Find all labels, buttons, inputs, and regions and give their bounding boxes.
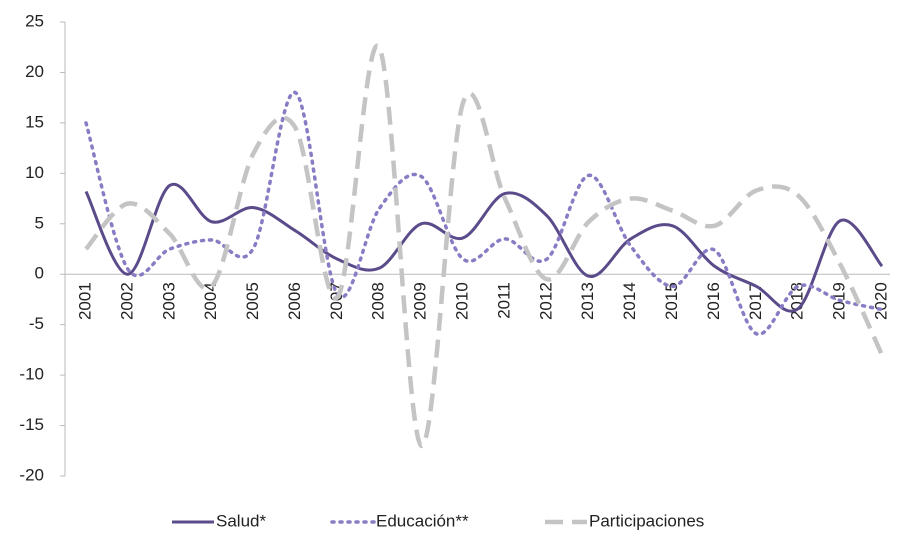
legend-label: Educación**	[376, 511, 469, 530]
x-tick-label: 2014	[620, 282, 639, 320]
y-tick-label: -20	[19, 465, 44, 484]
x-tick-label: 2001	[75, 282, 94, 320]
y-tick-label: 15	[25, 112, 44, 131]
x-tick-label: 2016	[704, 282, 723, 320]
x-tick-label: 2013	[578, 282, 597, 320]
x-tick-label: 2020	[871, 282, 890, 320]
x-tick-label: 2015	[662, 282, 681, 320]
x-tick-label: 2006	[285, 282, 304, 320]
legend-label: Salud*	[216, 511, 266, 530]
x-tick-label: 2002	[117, 282, 136, 320]
y-tick-label: 20	[25, 62, 44, 81]
x-tick-label: 2004	[201, 282, 220, 320]
x-tick-label: 2008	[369, 282, 388, 320]
line-series	[84, 182, 884, 313]
y-tick-label: -10	[19, 365, 44, 384]
x-tick-label: 2011	[494, 282, 513, 319]
x-tick-label: 2012	[536, 282, 555, 320]
y-tick-label: -5	[29, 314, 44, 333]
y-tick-label: -15	[19, 415, 44, 434]
line-series	[84, 90, 884, 336]
x-tick-label: 2009	[411, 282, 430, 320]
line-series	[84, 43, 885, 449]
x-tick-label: 2010	[453, 282, 472, 320]
legend-label: Participaciones	[589, 511, 704, 530]
y-tick-label: 10	[25, 163, 44, 182]
y-tick-label: 5	[35, 213, 44, 232]
y-tick-label: 0	[35, 264, 44, 283]
y-tick-label: 25	[25, 11, 44, 30]
x-tick-label: 2017	[746, 282, 765, 320]
x-tick-label: 2005	[243, 282, 262, 320]
x-tick-label: 2003	[159, 282, 178, 320]
